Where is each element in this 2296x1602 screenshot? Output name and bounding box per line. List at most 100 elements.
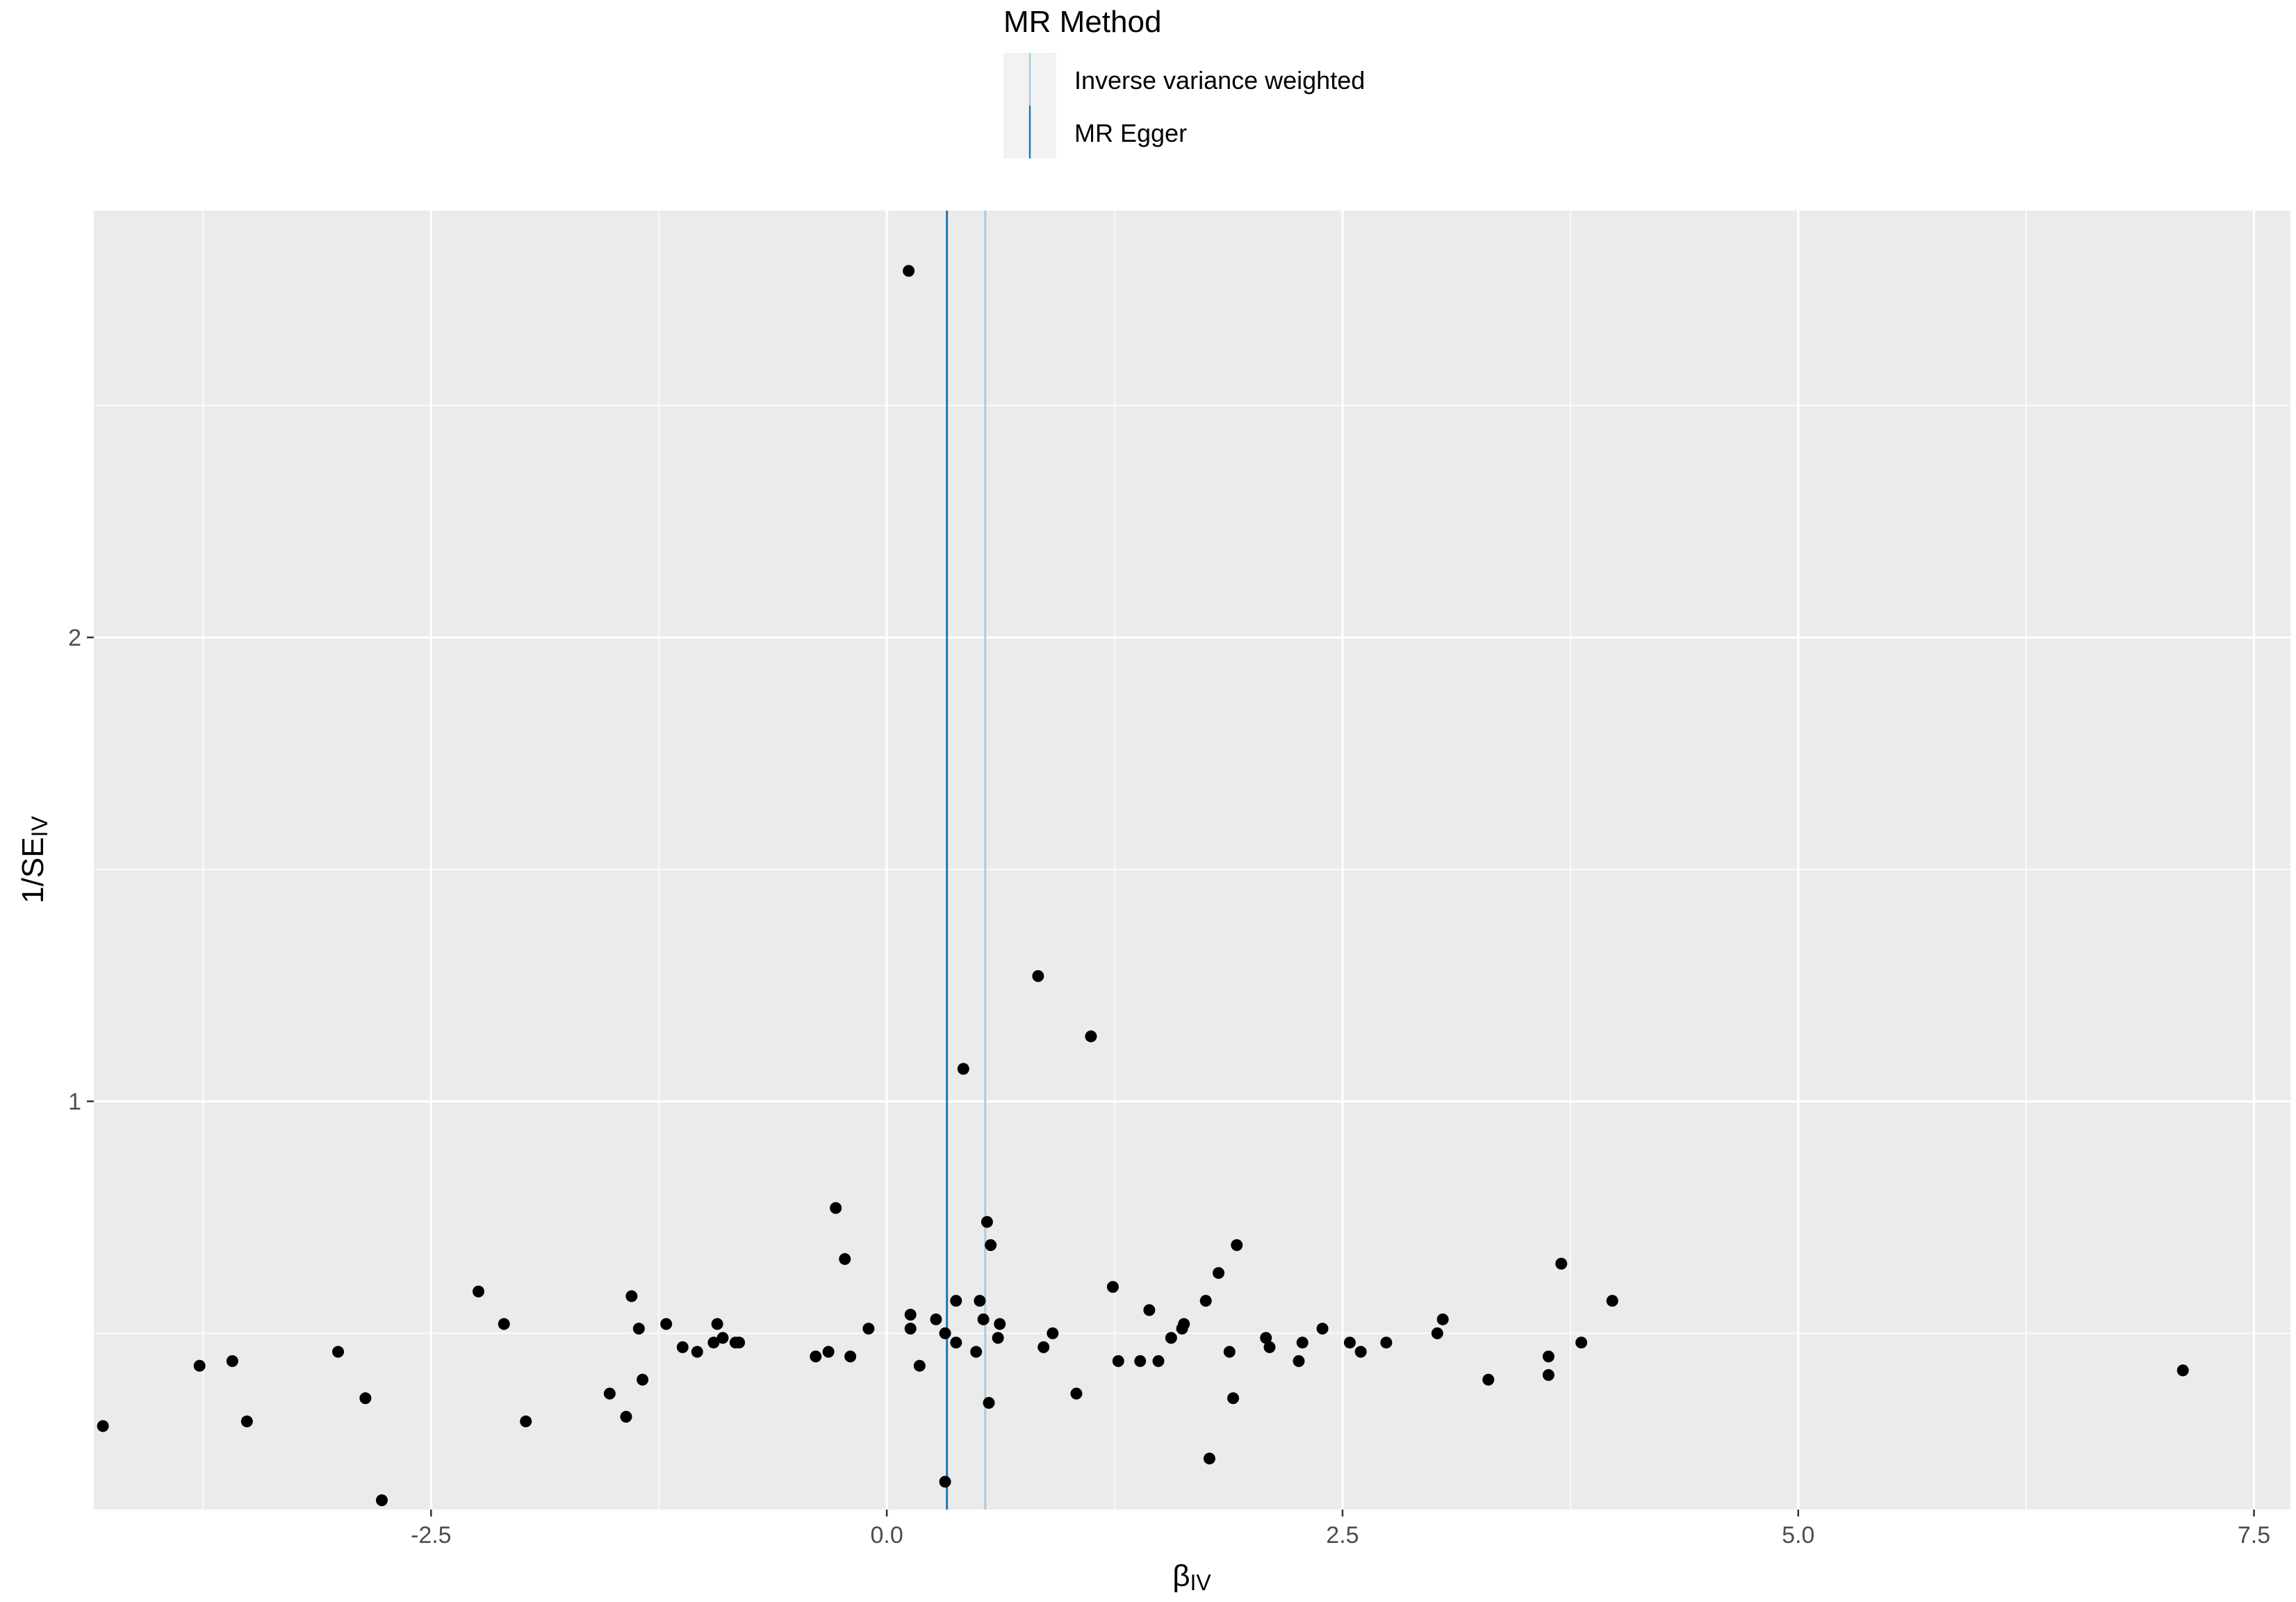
data-point xyxy=(839,1253,851,1266)
data-point xyxy=(810,1350,822,1363)
y-axis-title-main: 1/SE xyxy=(16,837,50,903)
data-point xyxy=(1260,1332,1272,1344)
data-point xyxy=(939,1327,951,1339)
x-tick-label: 7.5 xyxy=(2238,1522,2270,1548)
data-point xyxy=(1542,1368,1555,1381)
data-point xyxy=(691,1346,703,1358)
data-point xyxy=(1555,1257,1568,1270)
data-point xyxy=(830,1202,842,1214)
x-tick-label: 2.5 xyxy=(1326,1522,1359,1548)
data-point xyxy=(1199,1295,1212,1307)
data-point xyxy=(1106,1281,1119,1293)
x-axis-title: βIV xyxy=(1172,1559,1211,1595)
data-point xyxy=(240,1415,253,1428)
data-point xyxy=(1231,1239,1243,1252)
data-point xyxy=(1542,1350,1555,1363)
data-point xyxy=(977,1313,990,1325)
data-point xyxy=(637,1373,649,1386)
data-point xyxy=(1575,1337,1588,1349)
data-point xyxy=(822,1346,835,1358)
legend-label-egger: MR Egger xyxy=(1074,119,1187,147)
legend-title: MR Method xyxy=(1003,5,1161,39)
data-point xyxy=(1223,1346,1236,1358)
data-point xyxy=(1134,1355,1147,1367)
data-point xyxy=(1038,1341,1050,1353)
data-point xyxy=(1263,1341,1276,1353)
data-point xyxy=(1293,1355,1305,1367)
data-point xyxy=(974,1295,986,1307)
data-point xyxy=(1152,1355,1165,1367)
data-point xyxy=(620,1411,632,1423)
data-point xyxy=(1213,1267,1225,1280)
data-point xyxy=(632,1323,645,1335)
grid xyxy=(94,211,2290,1510)
data-point xyxy=(983,1396,995,1409)
data-point xyxy=(97,1420,109,1432)
x-axis-title-sub: IV xyxy=(1190,1570,1212,1595)
data-point xyxy=(1316,1323,1329,1335)
x-tick-label: 5.0 xyxy=(1782,1522,1814,1548)
data-point xyxy=(1482,1373,1495,1386)
data-point xyxy=(1436,1313,1449,1325)
data-point xyxy=(985,1239,997,1252)
data-point xyxy=(862,1323,875,1335)
data-point xyxy=(1165,1332,1177,1344)
data-point xyxy=(1176,1323,1188,1335)
data-point xyxy=(375,1494,388,1507)
data-point xyxy=(994,1318,1006,1330)
x-tick-label: 0.0 xyxy=(870,1522,903,1548)
x-tick-label: -2.5 xyxy=(411,1522,452,1548)
y-axis-title: 1/SEIV xyxy=(16,816,52,904)
data-point xyxy=(950,1337,962,1349)
data-point xyxy=(193,1359,206,1372)
data-points xyxy=(97,265,2189,1507)
y-axis-title-sub: IV xyxy=(27,816,52,837)
data-point xyxy=(226,1355,238,1367)
data-point xyxy=(1070,1387,1083,1400)
data-point xyxy=(359,1392,372,1405)
data-point xyxy=(1032,970,1044,982)
x-axis-title-main: β xyxy=(1172,1559,1190,1593)
data-point xyxy=(625,1290,638,1302)
data-point xyxy=(1606,1295,1618,1307)
data-point xyxy=(707,1337,720,1349)
x-axis: -2.5 0.0 2.5 5.0 7.5 xyxy=(411,1510,2270,1548)
data-point xyxy=(950,1295,962,1307)
data-point xyxy=(844,1350,857,1363)
data-point xyxy=(676,1341,689,1353)
data-point xyxy=(904,1323,917,1335)
data-point xyxy=(1431,1327,1443,1339)
data-point xyxy=(473,1285,485,1298)
data-point xyxy=(939,1476,951,1488)
data-point xyxy=(930,1313,942,1325)
data-point xyxy=(603,1387,616,1400)
data-point xyxy=(716,1332,729,1344)
data-point xyxy=(970,1346,983,1358)
data-point xyxy=(981,1216,993,1228)
data-point xyxy=(660,1318,673,1330)
data-point xyxy=(903,265,915,277)
y-tick-label: 1 xyxy=(68,1089,81,1115)
data-point xyxy=(711,1318,723,1330)
y-axis: 12 xyxy=(68,625,94,1115)
data-point xyxy=(2176,1364,2189,1377)
data-point xyxy=(1354,1346,1367,1358)
mr-method-lines xyxy=(946,211,987,1510)
data-point xyxy=(1112,1355,1124,1367)
data-point xyxy=(498,1318,510,1330)
legend: MR Method Inverse variance weighted MR E… xyxy=(1003,5,1365,158)
data-point xyxy=(1143,1304,1156,1316)
data-point xyxy=(1085,1030,1097,1043)
data-point xyxy=(1047,1327,1059,1339)
data-point xyxy=(957,1063,969,1075)
data-point xyxy=(520,1415,532,1428)
y-tick-label: 2 xyxy=(68,625,81,651)
data-point xyxy=(904,1309,917,1321)
data-point xyxy=(733,1337,746,1349)
data-point xyxy=(332,1346,345,1358)
data-point xyxy=(1343,1337,1356,1349)
plot-panel xyxy=(94,211,2290,1510)
data-point xyxy=(1380,1337,1393,1349)
